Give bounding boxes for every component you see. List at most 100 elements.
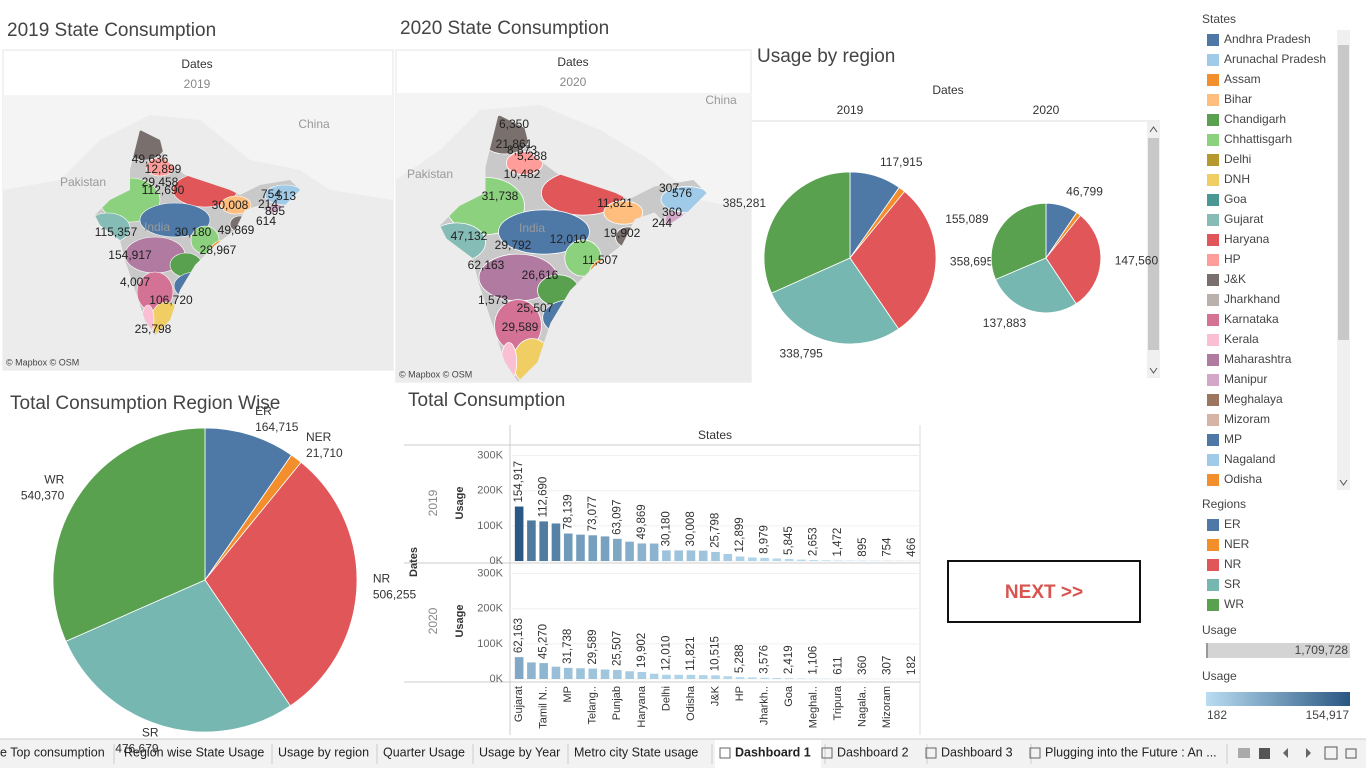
legend-item[interactable]: J&K [1224, 272, 1246, 286]
bar [576, 668, 585, 679]
tab[interactable]: Usage by region [278, 745, 369, 759]
legend-item[interactable]: Jharkhand [1224, 292, 1280, 306]
legend-item[interactable]: Chandigarh [1224, 112, 1286, 126]
bar [514, 657, 524, 679]
scroll-down[interactable] [1339, 479, 1348, 486]
legend-item[interactable]: Kerala [1224, 332, 1259, 346]
legend-item[interactable]: Bihar [1224, 92, 1252, 106]
tab[interactable]: Metro city State usage [574, 745, 698, 759]
bar [625, 671, 634, 679]
tab[interactable]: e Top consumption [0, 745, 105, 759]
legend-item[interactable]: Arunachal Pradesh [1224, 52, 1326, 66]
bar [797, 678, 806, 679]
legend-item[interactable]: Odisha [1224, 472, 1262, 486]
next-button[interactable] [947, 560, 1141, 623]
tab[interactable]: Quarter Usage [383, 745, 465, 759]
bar-value-label: 11,821 [685, 637, 697, 671]
pie-value-label: 476,679 [115, 742, 159, 756]
bar [686, 674, 696, 679]
scroll-down[interactable] [1149, 367, 1158, 374]
map-value-label: 244 [652, 216, 672, 230]
legend-item[interactable]: NER [1224, 537, 1250, 551]
legend-swatch [1207, 454, 1219, 466]
scrollbar-thumb[interactable] [1338, 45, 1349, 340]
legend-item[interactable]: Chhattisgarh [1224, 132, 1292, 146]
bar [772, 558, 782, 561]
legend-item[interactable]: Andhra Pradesh [1224, 32, 1311, 46]
map-value-label: 307 [659, 181, 679, 195]
map-value-label: 49,636 [132, 152, 169, 166]
bar [711, 551, 720, 561]
legend-item[interactable]: WR [1224, 597, 1244, 611]
legend-swatch [1207, 539, 1219, 551]
map-value-label: 29,458 [142, 175, 179, 189]
map-value-label: 12,010 [550, 232, 587, 246]
next-button-label[interactable]: NEXT >> [1005, 582, 1083, 603]
legend-item[interactable]: Mizoram [1224, 412, 1270, 426]
row-axis-title: Dates [408, 547, 420, 577]
legend-item[interactable]: Karnataka [1224, 312, 1279, 326]
map-value-label: 29,792 [495, 238, 532, 252]
legend-item[interactable]: Manipur [1224, 372, 1267, 386]
legend-item[interactable]: Assam [1224, 72, 1261, 86]
bar [527, 520, 536, 561]
legend-item[interactable]: Haryana [1224, 232, 1270, 246]
tab[interactable]: Plugging into the Future : An ... [1045, 745, 1217, 759]
pie-value-label: 117,915 [880, 155, 923, 169]
legend-item[interactable]: Gujarat [1224, 212, 1264, 226]
legend-item[interactable]: DNH [1224, 172, 1250, 186]
bar [662, 550, 671, 561]
legend-item[interactable]: SR [1224, 577, 1241, 591]
bar-value-label: 307 [881, 656, 893, 675]
tab[interactable]: Dashboard 1 [735, 745, 811, 759]
bar-value-label: 63,097 [611, 500, 623, 535]
map-value-label: 754 [261, 187, 281, 201]
scrollbar-thumb[interactable] [1148, 138, 1159, 350]
legend-item[interactable]: HP [1224, 252, 1241, 266]
x-tick-label: Meghal.. [808, 686, 820, 728]
bar [551, 666, 561, 679]
place-label: India [144, 220, 170, 234]
pie-slice [849, 190, 937, 330]
chart-title: Total Consumption Region Wise [10, 393, 280, 414]
bar [711, 675, 720, 679]
nav-icons[interactable] [1238, 746, 1357, 760]
tab[interactable]: Usage by Year [479, 745, 560, 759]
x-tick-label: Mizoram [881, 686, 893, 728]
legend-item[interactable]: Goa [1224, 192, 1247, 206]
legend-swatch [1207, 234, 1219, 246]
tab[interactable]: Dashboard 2 [837, 745, 909, 759]
pie-category-label: NR [373, 572, 391, 586]
pie-value-label: 540,370 [21, 488, 65, 502]
pie-value-label: 164,715 [255, 420, 299, 434]
map-value-label: 21,861 [496, 137, 533, 151]
bar-value-label: 73,077 [587, 496, 599, 531]
legend-item[interactable]: Nagaland [1224, 452, 1275, 466]
bar [600, 536, 610, 561]
legend-item[interactable]: Meghalaya [1224, 392, 1283, 406]
bar [674, 674, 683, 679]
legend-swatch [1207, 194, 1219, 206]
bar [698, 550, 708, 561]
legend-item[interactable]: Delhi [1224, 152, 1251, 166]
legend-item[interactable]: Maharashtra [1224, 352, 1292, 366]
x-tick-label: Tripura [832, 685, 844, 720]
bar [637, 672, 647, 679]
tab[interactable]: Region wise State Usage [124, 745, 264, 759]
y-axis-title: Usage [454, 486, 466, 519]
map-value-label: 360 [662, 205, 682, 219]
tab-icon [719, 747, 731, 759]
legend-item[interactable]: NR [1224, 557, 1242, 571]
bar-value-label: 78,139 [562, 494, 574, 529]
legend-item[interactable]: MP [1224, 432, 1242, 446]
place-label: Pakistan [60, 175, 106, 189]
bar [588, 535, 598, 561]
chart-header: States [698, 428, 732, 442]
legend-item[interactable]: ER [1224, 517, 1241, 531]
tab[interactable]: Dashboard 3 [941, 745, 1013, 759]
bar [809, 560, 818, 561]
legend-title: States [1202, 12, 1236, 26]
pie-slice [995, 257, 1077, 314]
scroll-up[interactable] [1149, 126, 1158, 133]
